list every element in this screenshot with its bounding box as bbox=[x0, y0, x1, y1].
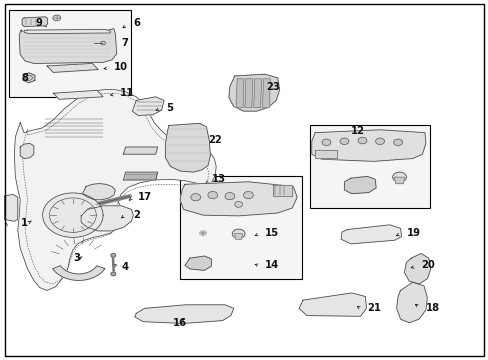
Text: 3: 3 bbox=[73, 253, 80, 263]
Polygon shape bbox=[4, 194, 18, 221]
Polygon shape bbox=[344, 176, 375, 194]
Polygon shape bbox=[81, 206, 133, 231]
Polygon shape bbox=[47, 63, 98, 72]
Polygon shape bbox=[123, 147, 158, 154]
Circle shape bbox=[339, 138, 348, 144]
Polygon shape bbox=[42, 193, 103, 237]
Polygon shape bbox=[236, 79, 244, 108]
Text: 20: 20 bbox=[420, 260, 434, 270]
Text: 16: 16 bbox=[172, 318, 186, 328]
Text: 15: 15 bbox=[264, 228, 279, 238]
Polygon shape bbox=[234, 234, 242, 239]
Circle shape bbox=[224, 193, 234, 200]
Polygon shape bbox=[19, 29, 117, 63]
Text: 8: 8 bbox=[21, 73, 28, 83]
Circle shape bbox=[392, 172, 406, 182]
Circle shape bbox=[393, 139, 402, 145]
Polygon shape bbox=[272, 185, 292, 196]
Polygon shape bbox=[132, 97, 163, 116]
Circle shape bbox=[111, 272, 116, 276]
Polygon shape bbox=[20, 143, 34, 158]
Text: 22: 22 bbox=[207, 135, 221, 145]
Circle shape bbox=[322, 139, 330, 145]
Polygon shape bbox=[24, 30, 110, 34]
Text: 23: 23 bbox=[266, 82, 280, 93]
Text: 1: 1 bbox=[21, 218, 28, 228]
Polygon shape bbox=[53, 90, 103, 99]
Text: 9: 9 bbox=[36, 18, 42, 28]
Polygon shape bbox=[244, 79, 252, 108]
Polygon shape bbox=[123, 172, 158, 180]
Circle shape bbox=[101, 41, 105, 45]
Polygon shape bbox=[14, 90, 216, 291]
Circle shape bbox=[234, 202, 242, 207]
Polygon shape bbox=[315, 149, 336, 158]
Polygon shape bbox=[53, 266, 104, 280]
Polygon shape bbox=[22, 17, 47, 27]
Circle shape bbox=[190, 194, 200, 201]
Circle shape bbox=[111, 253, 116, 257]
Text: 4: 4 bbox=[122, 262, 128, 272]
Polygon shape bbox=[262, 79, 270, 108]
Bar bbox=[180, 176, 302, 279]
Text: 19: 19 bbox=[406, 228, 420, 238]
Circle shape bbox=[207, 192, 217, 199]
Circle shape bbox=[375, 138, 384, 144]
Text: 2: 2 bbox=[133, 210, 140, 220]
Text: 14: 14 bbox=[264, 260, 279, 270]
Polygon shape bbox=[311, 130, 425, 161]
Polygon shape bbox=[404, 253, 430, 284]
Polygon shape bbox=[180, 182, 297, 216]
Circle shape bbox=[232, 229, 244, 238]
Polygon shape bbox=[253, 79, 261, 108]
Polygon shape bbox=[165, 123, 210, 172]
Text: 7: 7 bbox=[122, 38, 128, 48]
Text: 6: 6 bbox=[133, 18, 140, 28]
Text: 18: 18 bbox=[425, 303, 439, 314]
Polygon shape bbox=[340, 225, 401, 244]
Polygon shape bbox=[228, 74, 279, 111]
Text: 11: 11 bbox=[120, 88, 134, 98]
Circle shape bbox=[243, 192, 253, 199]
Polygon shape bbox=[299, 293, 366, 316]
Bar bbox=[310, 126, 429, 208]
Text: 17: 17 bbox=[138, 192, 152, 202]
Text: 10: 10 bbox=[114, 62, 127, 72]
Circle shape bbox=[357, 137, 366, 144]
Polygon shape bbox=[184, 256, 211, 270]
Circle shape bbox=[53, 15, 61, 21]
Circle shape bbox=[199, 230, 206, 235]
Polygon shape bbox=[135, 305, 233, 323]
Polygon shape bbox=[396, 282, 427, 323]
Text: 21: 21 bbox=[366, 303, 381, 314]
Polygon shape bbox=[394, 177, 404, 184]
Text: 12: 12 bbox=[350, 126, 364, 135]
Polygon shape bbox=[23, 73, 35, 83]
Text: 5: 5 bbox=[166, 103, 173, 113]
Text: 13: 13 bbox=[211, 174, 225, 184]
Polygon shape bbox=[82, 184, 115, 200]
Bar bbox=[9, 10, 131, 97]
